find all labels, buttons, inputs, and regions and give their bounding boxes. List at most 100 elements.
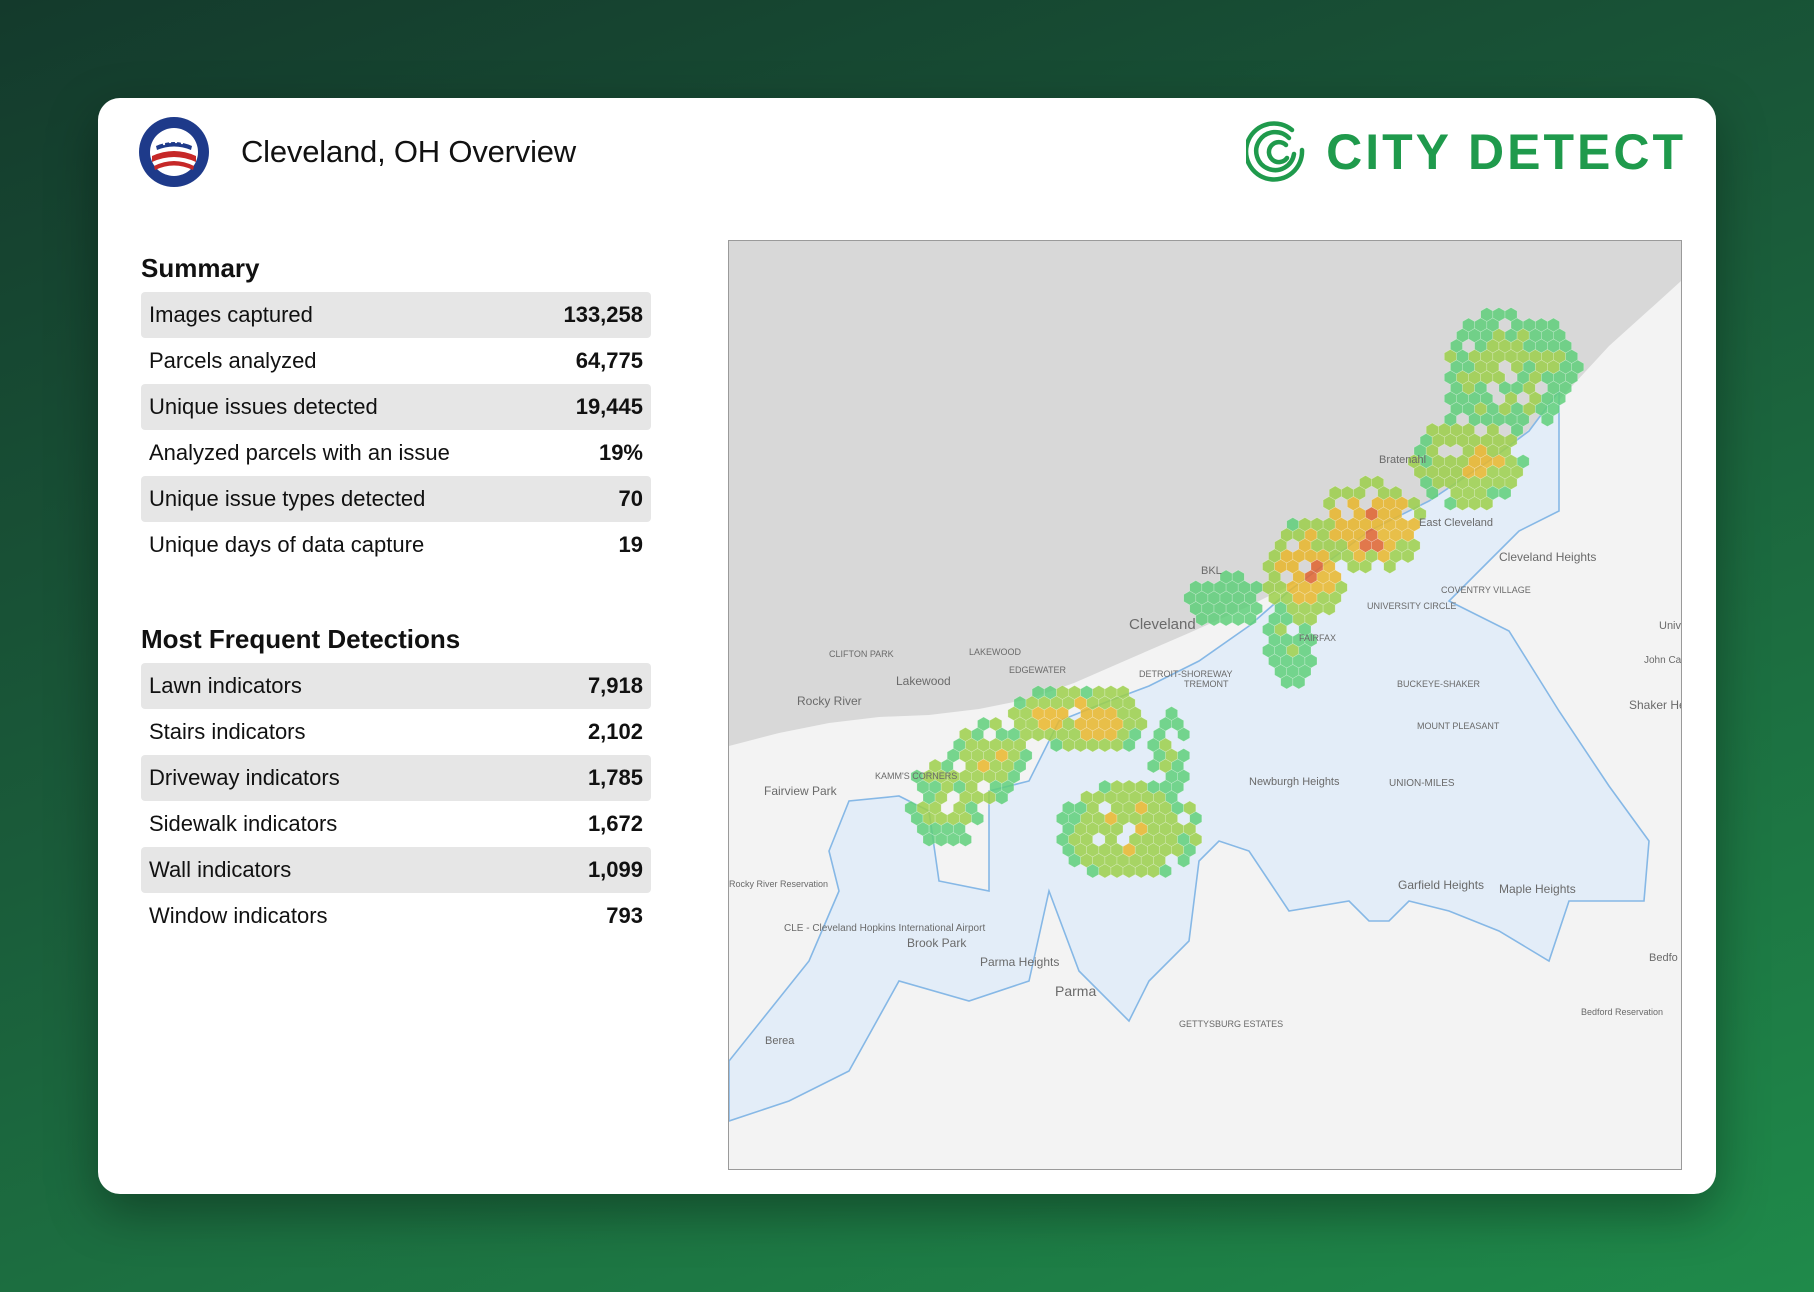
map-place-label: COVENTRY VILLAGE	[1441, 585, 1531, 595]
table-row: Lawn indicators 7,918	[141, 663, 651, 709]
map-place-label: CLE - Cleveland Hopkins International Ai…	[784, 923, 985, 934]
map-place-label: Lakewood	[896, 674, 951, 688]
detection-heatmap-layer	[904, 307, 1585, 879]
row-value: 19%	[598, 440, 643, 465]
row-value: 19,445	[532, 384, 651, 430]
heatmap-hex	[1159, 863, 1172, 879]
table-row: Images captured 133,258	[141, 292, 651, 338]
row-label: Driveway indicators	[141, 755, 521, 801]
map-place-label: BUCKEYE-SHAKER	[1397, 679, 1481, 689]
heatmap-hex	[1292, 674, 1306, 690]
heatmap-hex	[1122, 737, 1136, 753]
row-value: 133,258	[532, 292, 651, 338]
heatmap-hex	[1498, 485, 1512, 501]
table-row: Unique days of data capture 19	[141, 522, 651, 568]
map-place-label: Parma Heights	[980, 955, 1059, 969]
heatmap-hex	[1243, 611, 1257, 627]
detections-table: Lawn indicators 7,918 Stairs indicators 2,…	[141, 663, 651, 939]
brand-name: CITY DETECT	[1326, 124, 1686, 180]
row-label: Parcels analyzed	[149, 348, 317, 373]
map-place-label: TREMONT	[1184, 679, 1229, 689]
heatmap-map[interactable]: Bratenahl East Cleveland Cleveland Heights…	[728, 240, 1682, 1170]
heatmap-hex	[1177, 853, 1191, 868]
map-place-label: EDGEWATER	[1009, 665, 1067, 675]
cleveland-seal-icon	[139, 117, 209, 187]
map-canvas[interactable]: Bratenahl East Cleveland Cleveland Heights…	[729, 241, 1681, 1169]
table-row: Sidewalk indicators 1,672	[141, 801, 651, 847]
row-value: 793	[606, 903, 643, 928]
row-label: Images captured	[141, 292, 533, 338]
row-value: 19	[618, 532, 643, 557]
table-row: Unique issues detected 19,445	[141, 384, 651, 430]
map-place-label: KAMM'S CORNERS	[875, 771, 957, 781]
map-place-label: Cleveland Heights	[1499, 550, 1596, 564]
row-label: Wall indicators	[141, 847, 521, 893]
table-row: Wall indicators 1,099	[141, 847, 651, 893]
map-place-label: DETROIT-SHOREWAY	[1139, 669, 1233, 679]
map-place-label: Parma	[1055, 983, 1096, 999]
table-row: Stairs indicators 2,102	[141, 709, 651, 755]
row-label: Sidewalk indicators	[149, 811, 338, 836]
map-place-label: Brook Park	[907, 936, 967, 950]
heatmap-hex	[1359, 559, 1372, 574]
map-place-label: BKL	[1201, 565, 1222, 577]
summary-table: Images captured 133,258 Parcels analyzed 6…	[141, 292, 651, 568]
city-detect-logo-icon	[1246, 121, 1305, 182]
map-place-label: FAIRFAX	[1299, 633, 1336, 643]
row-value: 1,672	[587, 811, 643, 836]
page-title: Cleveland, OH Overview	[241, 134, 576, 169]
map-place-label: Bedford Reservation	[1581, 1007, 1663, 1017]
row-value: 70	[532, 476, 651, 522]
map-place-label: Rocky River	[797, 694, 862, 708]
table-row: Unique issue types detected 70	[141, 476, 651, 522]
heatmap-hex	[959, 832, 972, 847]
row-value: 1,785	[520, 755, 651, 801]
detections-title: Most Frequent Detections	[141, 624, 461, 654]
map-place-label: GETTYSBURG ESTATES	[1179, 1019, 1283, 1029]
heatmap-hex	[1480, 496, 1494, 511]
map-place-label: John Carr	[1644, 655, 1681, 666]
row-value: 64,775	[575, 348, 643, 373]
map-place-label: LAKEWOOD	[969, 647, 1022, 657]
map-place-label: Rocky River Reservation	[729, 879, 828, 889]
table-row: Analyzed parcels with an issue 19%	[141, 430, 651, 476]
map-place-label: Shaker He	[1629, 698, 1681, 712]
brand-logo: CITY DETECT	[1246, 120, 1686, 184]
map-place-label: Garfield Heights	[1398, 878, 1484, 892]
row-label: Unique days of data capture	[149, 532, 425, 557]
heatmap-hex	[1177, 727, 1191, 742]
row-value: 7,918	[520, 663, 651, 709]
row-label: Unique issue types detected	[141, 476, 533, 522]
row-label: Window indicators	[149, 903, 328, 928]
map-place-label: UNIVERSITY CIRCLE	[1367, 601, 1456, 611]
row-label: Lawn indicators	[141, 663, 521, 709]
heatmap-hex	[971, 811, 984, 826]
map-place-label: Berea	[765, 1035, 795, 1047]
heatmap-hex	[1540, 412, 1554, 427]
map-place-label: Maple Heights	[1499, 882, 1576, 896]
heatmap-hex	[1425, 485, 1439, 501]
map-place-label: CLIFTON PARK	[829, 649, 894, 659]
map-place-label: Fairview Park	[764, 784, 838, 798]
lake-erie-water	[729, 241, 1681, 746]
row-label: Analyzed parcels with an issue	[149, 440, 450, 465]
map-place-label: Bratenahl	[1379, 454, 1426, 466]
table-row: Window indicators 793	[141, 893, 651, 939]
map-place-label: Cleveland	[1129, 616, 1196, 633]
overview-card: Cleveland, OH Overview CITY DETECT Summa…	[98, 98, 1716, 1194]
map-place-label: UNION-MILES	[1389, 778, 1455, 789]
heatmap-hex	[1383, 559, 1397, 574]
heatmap-hex	[1401, 548, 1415, 564]
table-row: Driveway indicators 1,785	[141, 755, 651, 801]
row-value: 2,102	[587, 719, 643, 744]
row-value: 1,099	[520, 847, 651, 893]
summary-title: Summary	[141, 253, 260, 283]
map-place-label: Univers Heigh	[1659, 620, 1681, 632]
row-label: Unique issues detected	[141, 384, 533, 430]
heatmap-hex	[1322, 601, 1336, 616]
row-label: Stairs indicators	[149, 719, 306, 744]
table-row: Parcels analyzed 64,775	[141, 338, 651, 384]
map-place-label: MOUNT PLEASANT	[1417, 721, 1500, 731]
map-place-label: East Cleveland	[1419, 517, 1493, 529]
map-place-label: Bedfo	[1649, 952, 1678, 964]
